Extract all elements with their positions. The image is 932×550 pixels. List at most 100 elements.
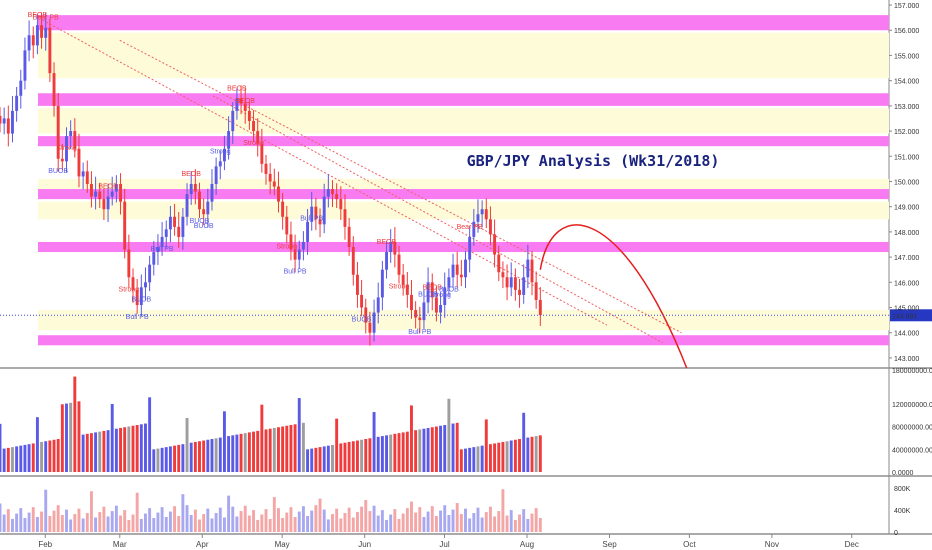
volume-bar <box>376 436 380 472</box>
volume-bar <box>40 441 44 472</box>
time-tick-label: Aug <box>520 540 534 549</box>
annotation-label: Strong <box>389 284 410 291</box>
candle-body <box>389 241 393 253</box>
volume-bar <box>23 444 27 472</box>
candle-body <box>127 249 131 278</box>
volume-bar <box>534 436 538 472</box>
indicator-bar <box>289 507 293 532</box>
volume-bar <box>509 440 513 472</box>
candle-body <box>405 284 409 295</box>
candle-body <box>339 199 343 210</box>
price-tick-label: 155.000 <box>894 53 919 60</box>
projection-arc <box>539 224 688 369</box>
price-tick-label: 149.000 <box>894 205 919 212</box>
candle-body <box>372 312 376 333</box>
indicator-bar <box>65 509 68 532</box>
price-tick-label: 151.000 <box>894 154 919 161</box>
indicator-bar <box>368 511 372 532</box>
volume-bar <box>385 435 388 472</box>
indicator-bar <box>376 515 380 532</box>
annotation-label: BUOB <box>439 286 459 293</box>
candle-body <box>56 105 60 159</box>
indicator-bar <box>497 511 501 532</box>
volume-bar <box>2 448 6 472</box>
indicator-bar <box>331 514 334 532</box>
candle-body <box>231 110 235 132</box>
current-price-label: 144.691 <box>892 313 917 320</box>
indicator-bar <box>60 515 64 532</box>
price-tick-label: 150.000 <box>894 179 919 186</box>
volume-bar <box>69 402 73 472</box>
volume-bar <box>314 447 318 472</box>
volume-bar <box>189 442 193 472</box>
indicator-bar <box>27 512 31 532</box>
volume-bar <box>60 404 64 472</box>
annotation-label: BEOB <box>181 171 201 178</box>
indicator-bar <box>110 511 114 532</box>
volume-bar <box>193 441 197 472</box>
time-tick-label: Mar <box>113 540 127 549</box>
volume-bar <box>318 447 322 472</box>
indicator-bar <box>23 517 27 532</box>
indicator-bar <box>272 497 276 532</box>
candle-body <box>135 289 139 305</box>
volume-bar <box>177 444 181 472</box>
indicator-bar <box>77 508 81 532</box>
volume-bar <box>364 439 368 472</box>
indicator-bar <box>160 507 164 532</box>
volume-bar <box>98 431 102 472</box>
volume-bar <box>426 427 430 472</box>
indicator-bar <box>52 510 56 532</box>
time-tick-label: Feb <box>38 540 52 549</box>
indicator-tick-label: 400K <box>894 508 911 515</box>
candle-body <box>347 226 351 248</box>
candle-body <box>23 50 27 81</box>
candle-body <box>31 35 35 46</box>
price-tick-label: 152.000 <box>894 129 919 136</box>
annotation-label: Strong <box>119 286 140 293</box>
annotation-label: BEOB <box>235 98 255 105</box>
indicator-bar <box>405 508 409 532</box>
volume-bar <box>397 433 401 472</box>
time-tick-label: Apr <box>196 540 209 549</box>
candle-body <box>439 304 443 313</box>
indicator-bar <box>439 510 443 532</box>
annotation-label: Bull PB <box>126 314 149 321</box>
price-tick-label: 148.000 <box>894 230 919 237</box>
volume-bar <box>480 445 484 472</box>
volume-bar <box>6 447 10 472</box>
volume-bar <box>306 449 310 472</box>
indicator-bar <box>385 519 388 532</box>
candle-body <box>455 264 459 275</box>
candle-body <box>422 302 426 321</box>
candle-body <box>518 289 521 295</box>
candle-body <box>123 201 127 250</box>
volume-bar <box>326 445 330 472</box>
volume-bar <box>144 423 147 472</box>
candle-body <box>264 163 268 174</box>
volume-bar <box>368 438 372 472</box>
candle-body <box>198 191 201 210</box>
annotation-label: Bear PB <box>33 15 59 22</box>
volume-bar <box>239 433 243 472</box>
candle-body <box>243 103 247 111</box>
indicator-bar <box>285 512 289 532</box>
volume-bar <box>52 439 56 472</box>
candle-body <box>214 166 218 184</box>
support-resistance-zones <box>38 15 889 346</box>
candle-body <box>260 143 264 164</box>
indicator-bar <box>239 511 243 532</box>
indicator-bar <box>6 509 10 532</box>
indicator-bar <box>2 514 6 532</box>
indicator-bar <box>335 508 339 532</box>
indicator-bar <box>401 513 405 532</box>
candle-body <box>2 118 6 124</box>
annotation-label: Bull PB <box>408 329 431 336</box>
candle-body <box>110 191 114 197</box>
volume-bar <box>285 425 289 472</box>
candle-body <box>318 219 322 225</box>
candle-body <box>177 226 181 237</box>
volume-bar <box>73 376 77 472</box>
indicator-bar <box>152 517 156 532</box>
